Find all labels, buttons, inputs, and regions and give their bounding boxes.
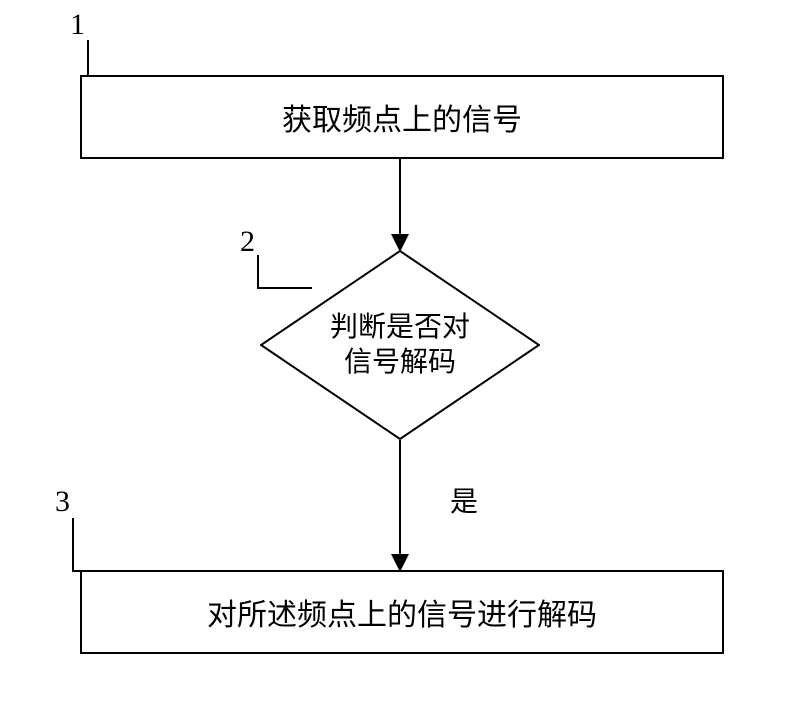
step-2-text-line1: 判断是否对	[330, 310, 470, 345]
step-3-box: 对所述频点上的信号进行解码	[80, 570, 724, 654]
callout-1-v	[87, 40, 89, 75]
edge-2-line	[399, 440, 401, 570]
edge-2-label: 是	[450, 480, 478, 520]
step-3-label: 3	[55, 485, 70, 519]
step-3-text: 对所述频点上的信号进行解码	[207, 590, 597, 634]
step-2-text-line2: 信号解码	[344, 345, 456, 380]
step-2-label: 2	[240, 225, 255, 259]
step-2-text-wrap: 判断是否对 信号解码	[260, 250, 540, 440]
step-1-label: 1	[70, 8, 85, 42]
callout-3-v	[72, 518, 74, 570]
callout-2-v	[257, 255, 259, 287]
flowchart-canvas: 1 获取频点上的信号 2 判断是否对 信号解码 是 3 对所述频点上的信号进行解…	[0, 0, 800, 715]
step-2-decision: 判断是否对 信号解码	[260, 250, 540, 440]
step-1-box: 获取频点上的信号	[80, 75, 724, 159]
step-1-text: 获取频点上的信号	[282, 95, 522, 139]
